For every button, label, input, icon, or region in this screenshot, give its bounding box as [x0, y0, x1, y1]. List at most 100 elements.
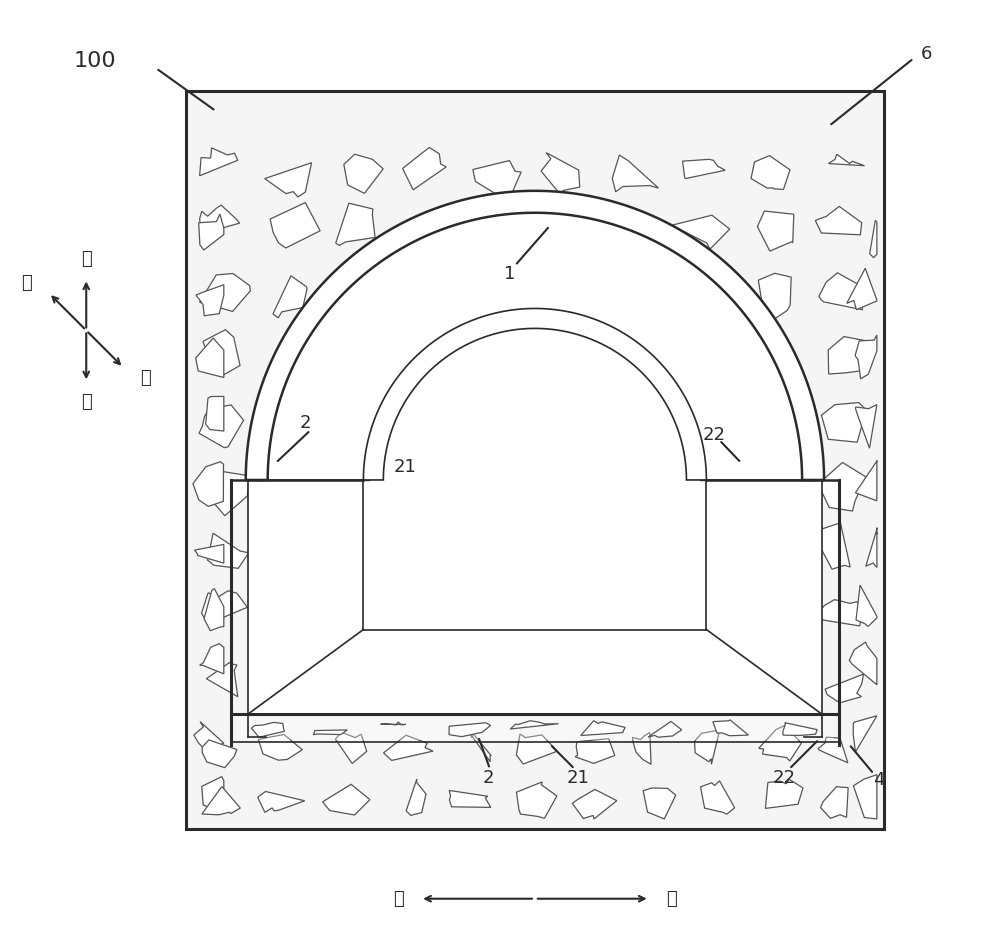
Polygon shape — [273, 276, 307, 318]
Polygon shape — [270, 203, 320, 248]
Polygon shape — [200, 643, 224, 674]
Polygon shape — [821, 786, 848, 818]
Polygon shape — [759, 726, 801, 761]
Polygon shape — [344, 154, 383, 194]
Polygon shape — [828, 337, 867, 374]
Polygon shape — [248, 480, 822, 714]
Polygon shape — [683, 159, 725, 179]
Text: 前: 前 — [22, 274, 32, 292]
Polygon shape — [258, 791, 305, 813]
Polygon shape — [251, 723, 284, 737]
Bar — [186, 91, 884, 829]
Polygon shape — [265, 163, 312, 197]
Polygon shape — [196, 285, 224, 316]
Text: 22: 22 — [773, 770, 796, 787]
Polygon shape — [695, 726, 721, 764]
Text: 100: 100 — [73, 51, 116, 71]
Polygon shape — [194, 722, 224, 749]
Polygon shape — [855, 335, 877, 379]
Polygon shape — [572, 789, 617, 819]
Polygon shape — [335, 732, 367, 764]
Polygon shape — [200, 148, 238, 176]
Polygon shape — [381, 722, 406, 725]
Polygon shape — [581, 721, 625, 736]
Text: 1: 1 — [504, 265, 516, 282]
Polygon shape — [541, 152, 580, 196]
Text: 21: 21 — [566, 770, 589, 787]
Polygon shape — [193, 462, 224, 507]
Polygon shape — [713, 720, 748, 736]
Text: 左: 左 — [393, 890, 404, 908]
Polygon shape — [199, 405, 244, 448]
Polygon shape — [449, 791, 491, 808]
Polygon shape — [815, 207, 862, 235]
Text: 21: 21 — [394, 458, 417, 476]
Polygon shape — [195, 544, 224, 563]
Polygon shape — [849, 642, 877, 684]
Polygon shape — [818, 523, 850, 569]
Polygon shape — [870, 221, 877, 258]
Polygon shape — [701, 781, 735, 814]
Polygon shape — [853, 716, 877, 752]
Polygon shape — [313, 730, 347, 735]
Polygon shape — [202, 470, 250, 516]
Polygon shape — [813, 599, 863, 626]
Polygon shape — [202, 740, 237, 768]
Polygon shape — [449, 723, 491, 737]
Polygon shape — [819, 273, 863, 309]
Polygon shape — [473, 161, 521, 197]
Polygon shape — [516, 782, 557, 818]
Polygon shape — [829, 154, 865, 165]
Text: 下: 下 — [81, 394, 92, 411]
Polygon shape — [818, 737, 848, 763]
Polygon shape — [612, 155, 659, 192]
Polygon shape — [510, 721, 559, 729]
Polygon shape — [825, 674, 864, 703]
Polygon shape — [202, 591, 247, 624]
Polygon shape — [323, 784, 370, 815]
Polygon shape — [208, 533, 249, 568]
Polygon shape — [855, 405, 877, 448]
Text: 22: 22 — [703, 426, 726, 444]
Polygon shape — [403, 148, 446, 190]
Polygon shape — [783, 723, 817, 736]
Polygon shape — [632, 732, 651, 764]
Polygon shape — [866, 527, 877, 568]
Polygon shape — [856, 585, 877, 626]
Polygon shape — [818, 463, 866, 511]
Polygon shape — [336, 203, 375, 245]
Polygon shape — [203, 330, 240, 375]
Polygon shape — [246, 191, 824, 480]
Polygon shape — [258, 735, 302, 760]
Text: 2: 2 — [482, 770, 494, 787]
Polygon shape — [855, 460, 877, 501]
Polygon shape — [575, 739, 615, 763]
Polygon shape — [248, 213, 802, 480]
Polygon shape — [757, 211, 794, 252]
Polygon shape — [847, 268, 877, 309]
Polygon shape — [821, 403, 865, 442]
Polygon shape — [202, 777, 224, 813]
Polygon shape — [199, 214, 224, 250]
Polygon shape — [765, 779, 803, 809]
Text: 2: 2 — [300, 414, 311, 432]
Polygon shape — [516, 734, 557, 764]
Text: 右: 右 — [666, 890, 677, 908]
Polygon shape — [202, 786, 240, 814]
Polygon shape — [196, 338, 224, 378]
Polygon shape — [643, 788, 676, 819]
Polygon shape — [384, 735, 433, 760]
Text: 上: 上 — [81, 250, 92, 267]
Text: 后: 后 — [140, 368, 151, 387]
Polygon shape — [236, 716, 834, 741]
Polygon shape — [363, 309, 706, 480]
Polygon shape — [672, 215, 730, 250]
Polygon shape — [206, 663, 238, 697]
Polygon shape — [471, 732, 491, 762]
Polygon shape — [206, 396, 224, 431]
Polygon shape — [200, 274, 250, 311]
Polygon shape — [406, 779, 426, 815]
Polygon shape — [204, 589, 224, 631]
Text: 4: 4 — [873, 771, 885, 789]
Polygon shape — [200, 205, 240, 234]
